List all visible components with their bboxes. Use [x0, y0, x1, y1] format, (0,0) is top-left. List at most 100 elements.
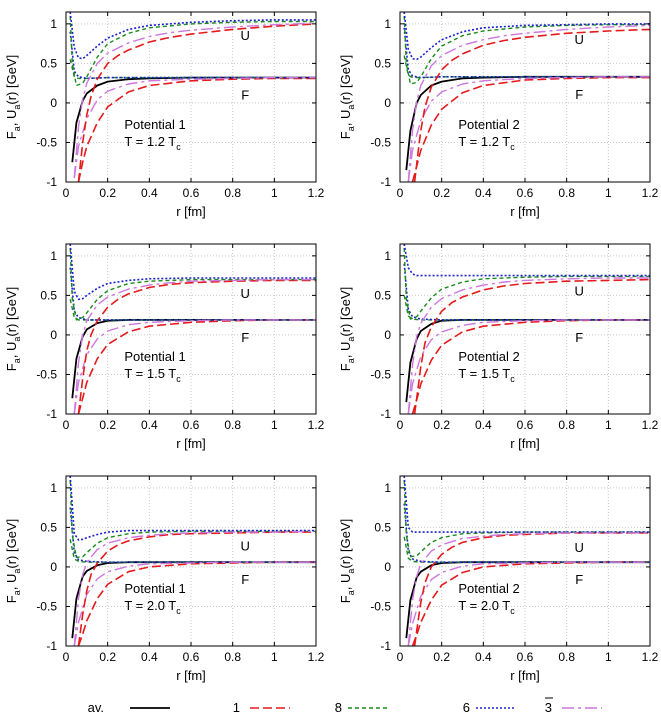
x-tick-label: 0.8 [558, 418, 575, 432]
x-tick-label: 0.4 [141, 650, 158, 664]
x-tick-label: 0.8 [558, 650, 575, 664]
legend-label-3bar: 3 [545, 700, 552, 715]
series-line-1-U [413, 532, 650, 646]
series-line-8-F [69, 59, 316, 80]
series-line-3bar-F [73, 76, 316, 179]
series-line-3bar-U [407, 277, 650, 414]
x-tick-label: 0 [397, 186, 404, 200]
x-tick-label: 1.2 [642, 650, 659, 664]
x-tick-label: 0.4 [475, 418, 492, 432]
y-tick-label: -1 [46, 175, 57, 189]
annotation-temperature: T = 2.0 Tc [458, 598, 515, 616]
series-line-8-U [69, 247, 316, 321]
x-tick-label: 1.2 [308, 418, 325, 432]
legend-label-6: 6 [463, 700, 470, 715]
series-line-1-U [77, 279, 316, 414]
series-line-6-F [403, 27, 650, 79]
y-tick-label: 0 [384, 96, 391, 110]
annotation-potential: Potential 1 [124, 117, 185, 132]
series-line-av-F [71, 319, 316, 399]
x-tick-label: 0 [63, 650, 70, 664]
y-tick-label: 0 [50, 96, 57, 110]
series-line-6-U [403, 244, 650, 277]
y-tick-label: -1 [380, 639, 391, 653]
x-tick-label: 0.8 [558, 186, 575, 200]
legend-label-1: 1 [233, 700, 240, 715]
x-tick-label: 0 [63, 186, 70, 200]
x-tick-label: 1.2 [308, 650, 325, 664]
series-line-8-U [403, 479, 650, 558]
series-line-6-U [403, 476, 650, 533]
annotation-temperature: T = 1.5 Tc [124, 366, 181, 384]
y-tick-label: 0 [50, 328, 57, 342]
x-tick-label: 0.6 [517, 186, 534, 200]
x-tick-label: 0.4 [475, 650, 492, 664]
x-axis-label: r [fm] [510, 436, 540, 451]
y-tick-label: 0.5 [374, 520, 391, 534]
series-line-1-U [413, 28, 650, 182]
series-line-1-F [411, 319, 650, 414]
y-axis-label: Fa, Ua(r) [GeV] [4, 519, 22, 603]
x-tick-label: 0.2 [433, 418, 450, 432]
y-tick-label: 0 [50, 560, 57, 574]
series-line-6-F [69, 31, 316, 80]
annotation-temperature: T = 2.0 Tc [124, 598, 181, 616]
x-tick-label: 0.4 [141, 418, 158, 432]
panel-4: 0 0.2 0.4 0.6 0.8 1 1.2 -1 -0.5 0 0.5 1 r [fm] Fa, Ua… [338, 243, 659, 451]
x-tick-label: 0 [397, 650, 404, 664]
annotation-potential: Potential 2 [458, 349, 519, 364]
panel-3: 0 0.2 0.4 0.6 0.8 1 1.2 -1 -0.5 0 0.5 1 r [fm] Fa, Ua… [4, 243, 325, 451]
series-line-8-F [403, 55, 650, 79]
series-line-3bar-F [73, 561, 316, 646]
y-tick-label: 0.5 [374, 56, 391, 70]
x-tick-label: 1 [605, 418, 612, 432]
y-tick-label: 1 [384, 481, 391, 495]
y-tick-label: 0.5 [40, 56, 57, 70]
annotation-temperature: T = 1.2 Tc [458, 134, 515, 152]
x-tick-label: 0.2 [99, 186, 116, 200]
annotation-temperature: T = 1.5 Tc [458, 366, 515, 384]
annotation-potential: Potential 2 [458, 581, 519, 596]
series-line-1-F [411, 76, 650, 182]
y-axis-label: Fa, Ua(r) [GeV] [338, 287, 356, 371]
series-line-3bar-F [407, 561, 650, 646]
series-line-6-U [403, 12, 650, 61]
x-tick-label: 1.2 [642, 418, 659, 432]
curve-label-F: F [241, 572, 249, 587]
curve-label-F: F [575, 330, 583, 345]
x-axis-label: r [fm] [176, 204, 206, 219]
series-line-3bar-F [407, 76, 650, 182]
x-tick-label: 0.6 [183, 186, 200, 200]
series-line-1-U [77, 23, 316, 182]
x-tick-label: 0.4 [141, 186, 158, 200]
series-line-3bar-U [73, 530, 316, 646]
x-tick-label: 1.2 [308, 186, 325, 200]
curve-label-U: U [240, 286, 249, 301]
series-line-8-U [69, 479, 316, 559]
series-line-8-F [403, 536, 650, 563]
y-axis-label: Fa, Ua(r) [GeV] [338, 519, 356, 603]
x-axis-label: r [fm] [510, 204, 540, 219]
annotation-temperature: T = 1.2 Tc [124, 134, 181, 152]
y-tick-label: 1 [50, 17, 57, 31]
curve-label-F: F [575, 87, 583, 102]
y-tick-label: 0.5 [40, 520, 57, 534]
annotation-potential: Potential 1 [124, 581, 185, 596]
panel-6: 0 0.2 0.4 0.6 0.8 1 1.2 -1 -0.5 0 0.5 1 r [fm] Fa, Ua… [338, 475, 659, 683]
series-line-1-U [77, 531, 316, 646]
series-line-3bar-U [73, 22, 316, 179]
x-tick-label: 0 [63, 418, 70, 432]
curve-label-U: U [574, 284, 583, 299]
x-axis-label: r [fm] [176, 668, 206, 683]
legend-label-av: av. [88, 700, 104, 715]
x-tick-label: 0.6 [183, 418, 200, 432]
series-line-av-F [405, 319, 650, 403]
series-line-1-F [411, 561, 650, 646]
annotation-potential: Potential 1 [124, 349, 185, 364]
curve-label-U: U [574, 32, 583, 47]
x-tick-label: 0.2 [99, 418, 116, 432]
x-axis-label: r [fm] [176, 436, 206, 451]
panel-2: 0 0.2 0.4 0.6 0.8 1 1.2 -1 -0.5 0 0.5 1 r [fm] Fa, Ua… [338, 11, 659, 219]
y-tick-label: 1 [50, 249, 57, 263]
y-tick-label: -1 [380, 407, 391, 421]
